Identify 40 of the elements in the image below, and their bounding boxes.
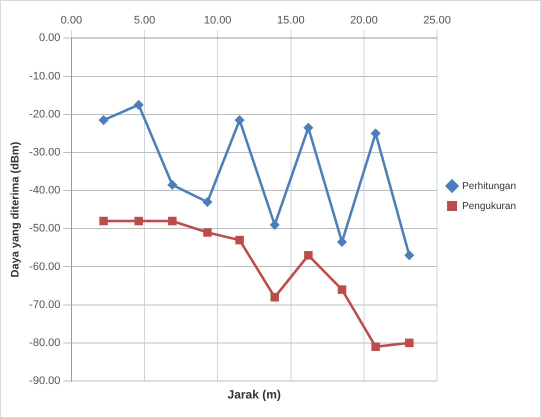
y-tick-label: -60.00 (29, 260, 60, 273)
x-tick-label: 10.00 (204, 14, 232, 27)
point (203, 228, 212, 237)
point (99, 216, 108, 226)
point (404, 250, 414, 260)
x-tick-label: 15.00 (277, 14, 305, 27)
point (370, 128, 381, 138)
point (235, 236, 244, 244)
x-axis-title: Jarak (m) (228, 387, 281, 402)
point (338, 285, 346, 294)
point (270, 292, 279, 302)
point (336, 236, 347, 247)
point (98, 115, 109, 126)
y-tick-label: -70.00 (29, 298, 60, 311)
y-axis-title: Daya yang diterima (dBm) (10, 141, 22, 278)
y-tick-label: -40.00 (29, 184, 60, 197)
point (371, 342, 380, 351)
y-tick-label: -90.00 (29, 375, 60, 388)
y-tick-label: -20.00 (29, 108, 60, 120)
x-tick-label: 20.00 (350, 14, 378, 27)
point (304, 251, 313, 260)
x-tick-label: 5.00 (134, 14, 156, 27)
point (134, 100, 144, 110)
x-tick-label: 0.00 (60, 14, 82, 27)
point (167, 180, 178, 190)
y-tick-label: 0.00 (38, 32, 60, 44)
point (405, 338, 414, 348)
y-tick-label: -50.00 (29, 222, 60, 235)
point (270, 220, 280, 230)
point (234, 115, 245, 126)
legend-label: Pengukuran (462, 200, 516, 212)
x-tick-label: 25.00 (423, 14, 451, 27)
point (168, 216, 177, 226)
point (134, 216, 143, 226)
point (303, 122, 314, 133)
legend-label: Perhitungan (462, 180, 516, 192)
point (202, 196, 212, 207)
y-tick-label: -30.00 (29, 146, 60, 158)
y-tick-label: -80.00 (29, 336, 60, 349)
y-tick-label: -10.00 (29, 70, 60, 82)
